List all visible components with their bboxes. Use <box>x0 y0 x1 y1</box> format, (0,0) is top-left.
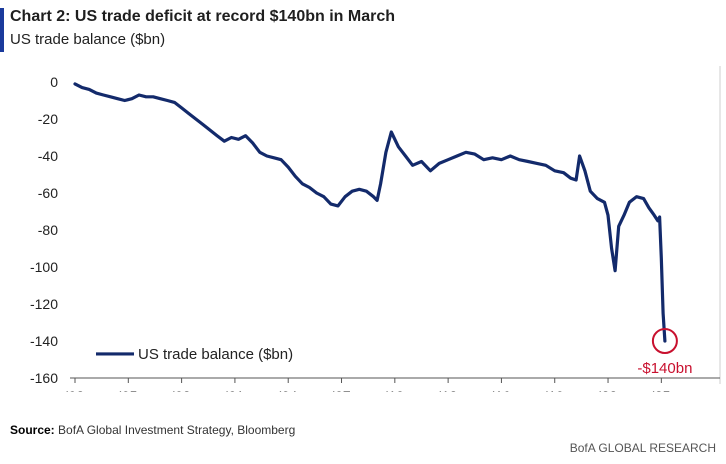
x-tick-label: '25 <box>652 388 670 392</box>
y-tick-label: 0 <box>50 74 58 90</box>
annotation-label: -$140bn <box>637 360 692 377</box>
x-tick-label: '01 <box>226 388 244 392</box>
y-tick-label: -20 <box>38 111 58 127</box>
y-tick-label: -160 <box>30 370 58 386</box>
y-tick-label: -80 <box>38 222 58 238</box>
source-label: Source: <box>10 423 55 437</box>
x-tick-label: '92 <box>66 388 84 392</box>
x-tick-label: '10 <box>386 388 404 392</box>
x-tick-label: '16 <box>492 388 510 392</box>
source-note: Source: BofA Global Investment Strategy,… <box>10 423 295 437</box>
x-tick-label: '13 <box>439 388 457 392</box>
x-tick-label: '07 <box>332 388 350 392</box>
x-tick-label: '95 <box>119 388 137 392</box>
y-tick-label: -60 <box>38 185 58 201</box>
x-tick-label: '22 <box>599 388 617 392</box>
chart-title: Chart 2: US trade deficit at record $140… <box>10 8 395 25</box>
brand-label: BofA GLOBAL RESEARCH <box>569 441 716 455</box>
legend-label: US trade balance ($bn) <box>138 346 293 363</box>
x-tick-label: '98 <box>172 388 190 392</box>
title-accent-bar <box>0 8 4 52</box>
chart-subtitle: US trade balance ($bn) <box>10 31 166 48</box>
source-text: BofA Global Investment Strategy, Bloombe… <box>58 423 296 437</box>
x-tick-label: '04 <box>279 388 297 392</box>
y-tick-label: -140 <box>30 333 58 349</box>
series-line-us-trade-balance <box>73 82 667 343</box>
annotation-circle <box>651 328 678 354</box>
x-tick-label: '19 <box>546 388 564 392</box>
line-chart: 0 -20 -40 -60 -80 -100 -120 -140 -160 '92 '95 '98 '0… <box>30 66 721 392</box>
y-tick-label: -40 <box>38 148 58 164</box>
y-tick-label: -120 <box>30 296 58 312</box>
y-tick-label: -100 <box>30 259 58 275</box>
